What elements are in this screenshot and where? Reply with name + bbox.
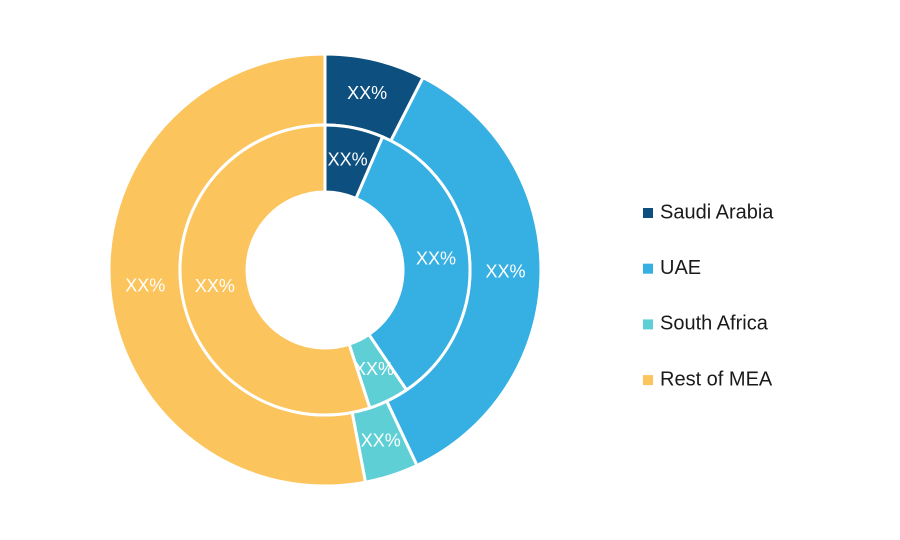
donut-segment <box>354 134 472 393</box>
value-label: XX% <box>347 83 387 103</box>
legend-marker <box>643 319 653 330</box>
legend-marker <box>643 375 653 386</box>
value-label: XX% <box>125 276 165 296</box>
value-label: XX% <box>195 276 235 296</box>
value-label: XX% <box>354 359 394 379</box>
legend-label: UAE <box>660 257 701 279</box>
legend-label: Saudi Arabia <box>660 201 774 223</box>
legend-label: South Africa <box>660 313 769 335</box>
donut-segment <box>178 123 372 417</box>
legend-marker <box>643 208 653 218</box>
value-label: XX% <box>416 248 456 268</box>
value-label: XX% <box>361 430 401 450</box>
legend-label: Rest of MEA <box>660 368 773 390</box>
value-label: XX% <box>485 262 525 282</box>
legend-marker <box>643 263 653 274</box>
value-label: XX% <box>328 150 368 170</box>
